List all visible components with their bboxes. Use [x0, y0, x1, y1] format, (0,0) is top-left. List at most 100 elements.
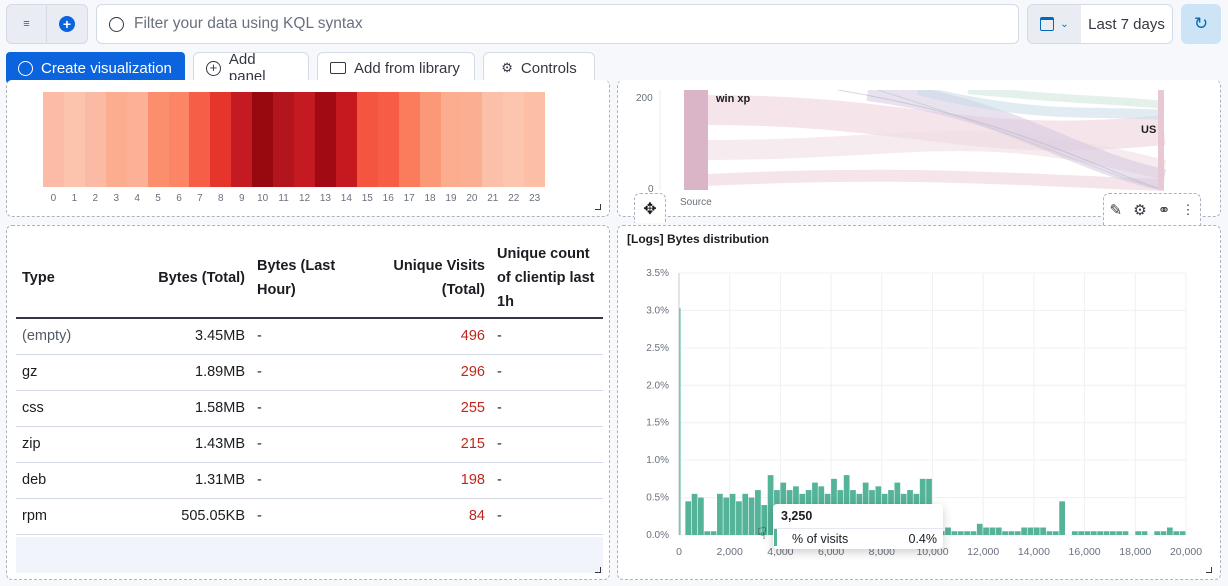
heatmap-cell[interactable]: [398, 92, 420, 187]
x-tick: 2: [92, 193, 99, 204]
heatmap: [43, 92, 546, 187]
x-tick: 2,000: [717, 546, 743, 558]
pencil-icon[interactable]: ✎: [1109, 201, 1123, 219]
heatmap-cell[interactable]: [524, 92, 546, 187]
quick-select-button[interactable]: ⌄: [1028, 5, 1081, 43]
histogram-bar: [1160, 531, 1167, 535]
sankey-chart: [659, 90, 1167, 191]
table-cell: 1.31MB: [195, 472, 245, 488]
add-filter-button[interactable]: +: [47, 5, 87, 43]
table-cell: 3.45MB: [195, 328, 245, 345]
table-row: css 1.58MB -255-: [16, 390, 603, 426]
heatmap-cell[interactable]: [210, 92, 232, 187]
table-cell: -: [257, 400, 262, 416]
histogram-bar: [679, 308, 681, 535]
x-tick: 8: [218, 193, 224, 204]
x-tick: 0: [676, 546, 682, 558]
histogram-bar: [729, 493, 736, 535]
x-tick: 20,000: [1170, 546, 1202, 558]
x-tick: 20: [466, 193, 478, 204]
compass-icon[interactable]: ⚭: [1157, 201, 1171, 219]
histogram-bar: [717, 493, 723, 535]
histogram-bar: [945, 527, 951, 535]
column-header[interactable]: Unique Visits (Total): [393, 257, 485, 298]
heatmap-cell[interactable]: [482, 92, 504, 187]
heatmap-cell[interactable]: [231, 92, 253, 187]
table-cell: -: [497, 328, 502, 345]
sankey-node-label: US: [1141, 124, 1157, 136]
tooltip: 3,250 % of visits 0.4%: [773, 504, 943, 549]
resize-handle[interactable]: [595, 204, 601, 210]
histogram-bar: [1002, 531, 1008, 535]
y-tick: 0.0%: [646, 530, 669, 541]
x-tick: 23: [529, 193, 541, 204]
refresh-icon: ↻: [1193, 14, 1209, 33]
data-table: Type Bytes (Total) Bytes (Last Hour) Uni…: [16, 238, 603, 535]
heatmap-cell[interactable]: [377, 92, 399, 187]
add-panel-button[interactable]: + Add panel: [193, 51, 309, 85]
create-visualization-button[interactable]: Create visualization: [6, 52, 185, 84]
column-header[interactable]: Unique count of clientip last 1h: [497, 245, 595, 310]
sankey-panel: 200 0 win xp US Source: [617, 80, 1221, 217]
more-options-icon[interactable]: ⋮: [1181, 201, 1195, 217]
table-cell: css: [22, 400, 44, 416]
add-from-library-button[interactable]: Add from library: [317, 52, 475, 84]
heatmap-cell[interactable]: [126, 92, 148, 187]
gear-icon[interactable]: ⚙: [1133, 201, 1147, 219]
heatmap-cell[interactable]: [461, 92, 483, 187]
heatmap-cell[interactable]: [273, 92, 295, 187]
heatmap-cell[interactable]: [105, 92, 127, 187]
heatmap-cell[interactable]: [503, 92, 525, 187]
heatmap-cell[interactable]: [189, 92, 211, 187]
controls-button[interactable]: ⚙ Controls: [483, 52, 595, 84]
x-tick: 10: [257, 193, 269, 204]
column-header[interactable]: Type: [22, 269, 55, 286]
heatmap-cell[interactable]: [252, 92, 274, 187]
y-tick: 1.0%: [646, 455, 669, 466]
drag-handle[interactable]: ✥: [634, 193, 666, 223]
table-cell: gz: [22, 364, 38, 380]
x-tick: 16,000: [1069, 546, 1101, 558]
resize-handle[interactable]: [595, 567, 601, 573]
query-placeholder: Filter your data using KQL syntax: [134, 15, 363, 32]
calendar-icon: [1040, 17, 1055, 31]
filter-icon: ≡: [23, 18, 30, 30]
heatmap-cell[interactable]: [147, 92, 169, 187]
heatmap-cell[interactable]: [356, 92, 378, 187]
tooltip-title: 3,250: [773, 504, 943, 529]
heatmap-cell[interactable]: [314, 92, 336, 187]
heatmap-cell[interactable]: [294, 92, 315, 187]
x-tick: 9: [238, 193, 245, 204]
table-cell: -: [257, 508, 262, 524]
heatmap-cell[interactable]: [335, 92, 357, 187]
heatmap-cell[interactable]: [43, 92, 64, 187]
column-header[interactable]: Bytes (Last Hour): [257, 257, 336, 298]
histogram-bar: [1109, 531, 1116, 535]
x-tick: 7: [197, 193, 203, 204]
table-cell: 296: [460, 364, 485, 380]
heatmap-cell[interactable]: [84, 92, 106, 187]
x-tick: 17: [403, 193, 415, 204]
plus-circle-icon: +: [59, 16, 75, 32]
histogram-bar: [1021, 527, 1027, 535]
refresh-button[interactable]: ↻: [1181, 4, 1221, 44]
column-header[interactable]: Bytes (Total): [158, 269, 245, 286]
y-tick: 3.0%: [646, 305, 669, 316]
filter-menu-button[interactable]: ≡: [7, 5, 47, 43]
table-cell: (empty): [22, 328, 72, 345]
query-input[interactable]: Filter your data using KQL syntax: [96, 4, 1019, 44]
date-picker[interactable]: ⌄ Last 7 days: [1027, 4, 1173, 44]
date-range-label[interactable]: Last 7 days: [1088, 15, 1165, 33]
heatmap-cell[interactable]: [63, 92, 85, 187]
heatmap-cell[interactable]: [419, 92, 441, 187]
histogram-bar: [761, 505, 768, 535]
heatmap-cell[interactable]: [168, 92, 190, 187]
heatmap-cell[interactable]: [440, 92, 462, 187]
table-cell: deb: [22, 472, 47, 488]
histogram-bar: [736, 501, 742, 535]
histogram-bar: [1141, 531, 1148, 535]
resize-handle[interactable]: [1206, 567, 1212, 573]
table-row: (empty) 3.45MB -496-: [16, 318, 603, 354]
table-cell: -: [497, 508, 502, 524]
histogram-bar: [685, 501, 692, 535]
